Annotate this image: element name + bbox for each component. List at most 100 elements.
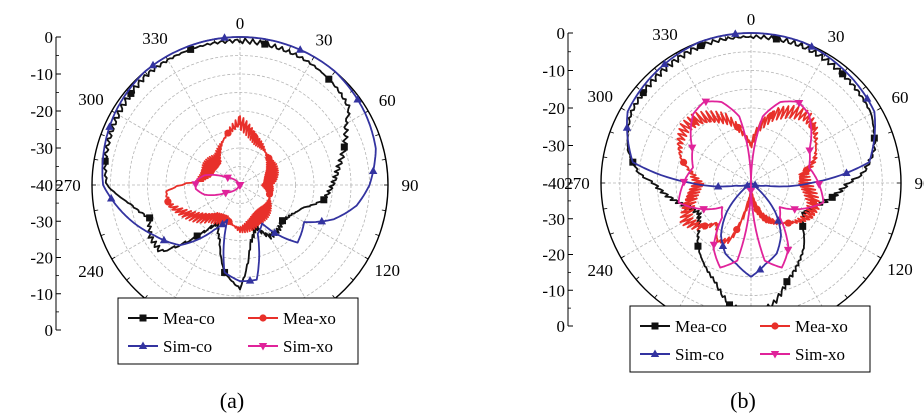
- data-point: [221, 189, 230, 198]
- data-point: [325, 75, 333, 83]
- data-point: [809, 198, 817, 206]
- data-point: [790, 206, 799, 214]
- legend-marker: [259, 314, 267, 322]
- data-point: [639, 89, 647, 97]
- data-point: [148, 60, 158, 69]
- data-point: [164, 198, 172, 206]
- outer-tick: [888, 131, 893, 134]
- outer-tick: [620, 255, 625, 259]
- data-point: [251, 133, 259, 141]
- angle-tick-label: 300: [588, 87, 614, 106]
- data-point: [261, 40, 269, 48]
- data-point: [839, 70, 847, 78]
- radial-tick-label: -10: [30, 285, 53, 304]
- radial-tick-label: 0: [45, 28, 54, 47]
- outer-tick: [100, 134, 105, 137]
- outer-tick: [126, 277, 130, 281]
- data-point: [794, 99, 804, 108]
- outer-tick: [94, 158, 99, 161]
- outer-tick: [862, 276, 867, 280]
- data-point: [187, 45, 195, 53]
- outer-tick: [877, 107, 882, 111]
- data-point: [734, 123, 742, 132]
- radial-tick-label: -30: [542, 210, 565, 229]
- legend-item: Sim-co: [128, 337, 212, 356]
- data-point: [265, 190, 274, 198]
- legend-marker: [258, 343, 268, 351]
- data-point: [743, 181, 752, 189]
- radial-tick-label: -20: [30, 249, 53, 268]
- legend-item: Sim-co: [640, 345, 724, 364]
- data-point: [660, 59, 669, 68]
- legend-marker: [650, 349, 660, 357]
- data-point: [733, 226, 741, 234]
- data-point: [842, 168, 851, 176]
- legend-label: Mea-co: [675, 317, 727, 336]
- data-point: [261, 208, 269, 216]
- angle-tick-label: 240: [588, 261, 614, 280]
- legend-item: Sim-xo: [248, 337, 333, 356]
- legend-item: Mea-co: [128, 309, 215, 328]
- data-point: [807, 42, 816, 50]
- grid-circle: [221, 166, 259, 204]
- data-point: [686, 193, 694, 201]
- data-point: [772, 35, 780, 43]
- angle-tick-label: 120: [887, 260, 913, 279]
- data-point: [127, 89, 135, 97]
- polar-chart-a: 0 30 60 90 120 240 270 300 330 0 -10 -20 -30 -40 -30 -2…: [30, 14, 418, 413]
- series-sim-xo: [677, 98, 825, 269]
- data-point: [802, 166, 811, 174]
- outer-tick: [603, 207, 608, 210]
- data-point: [235, 182, 245, 190]
- data-point: [805, 147, 814, 156]
- legend-box: [629, 305, 871, 373]
- angle-tick-label: 0: [236, 14, 245, 33]
- angle-tick-label: 330: [142, 29, 168, 48]
- outer-tick: [111, 256, 116, 260]
- data-point: [808, 122, 816, 130]
- data-point: [245, 222, 254, 230]
- angle-tick-label: 300: [78, 90, 104, 109]
- data-point: [266, 174, 274, 182]
- outer-tick: [375, 134, 380, 137]
- legend-item: Sim-xo: [760, 345, 845, 364]
- grid-spoke: [165, 184, 241, 314]
- angle-tick-label: 240: [78, 262, 104, 281]
- polar-chart-b: 0 30 60 90 120 240 270 300 330 0 -10 -20 -30 -40 -30 -2…: [542, 10, 924, 413]
- data-point: [220, 33, 229, 41]
- legend-label: Sim-co: [675, 345, 724, 364]
- outer-tick: [100, 233, 105, 236]
- data-point: [105, 122, 114, 130]
- angle-tick-label: 90: [402, 176, 419, 195]
- data-point: [622, 123, 632, 131]
- data-point: [340, 143, 348, 151]
- radial-tick-label: 0: [45, 321, 54, 340]
- data-point: [218, 219, 227, 228]
- data-point: [783, 246, 793, 255]
- data-point: [223, 174, 232, 183]
- data-point: [709, 241, 719, 250]
- legend-marker: [771, 322, 779, 330]
- outer-tick: [877, 255, 882, 259]
- radial-tick-label: -10: [30, 65, 53, 84]
- outer-tick: [888, 232, 893, 235]
- data-point: [295, 45, 305, 53]
- data-point: [713, 181, 723, 190]
- data-point: [213, 156, 221, 164]
- radial-tick-label: -30: [30, 139, 53, 158]
- series-sim-co: [622, 29, 876, 278]
- radial-tick-label: -20: [30, 102, 53, 121]
- grid-circle: [165, 110, 315, 260]
- angle-tick-label: 90: [915, 174, 924, 193]
- grid-spoke: [750, 182, 882, 259]
- radial-tick-label: -40: [542, 174, 565, 193]
- series-sim-xo: [191, 174, 245, 198]
- legend-marker: [139, 314, 147, 322]
- data-point: [694, 242, 702, 250]
- outer-tick: [862, 86, 867, 90]
- data-point: [701, 222, 709, 230]
- angle-tick-label: 120: [374, 261, 400, 280]
- data-point: [265, 154, 273, 162]
- data-point: [159, 235, 169, 244]
- legend: Mea-co Mea-xo Sim-co Sim-xo: [117, 297, 359, 365]
